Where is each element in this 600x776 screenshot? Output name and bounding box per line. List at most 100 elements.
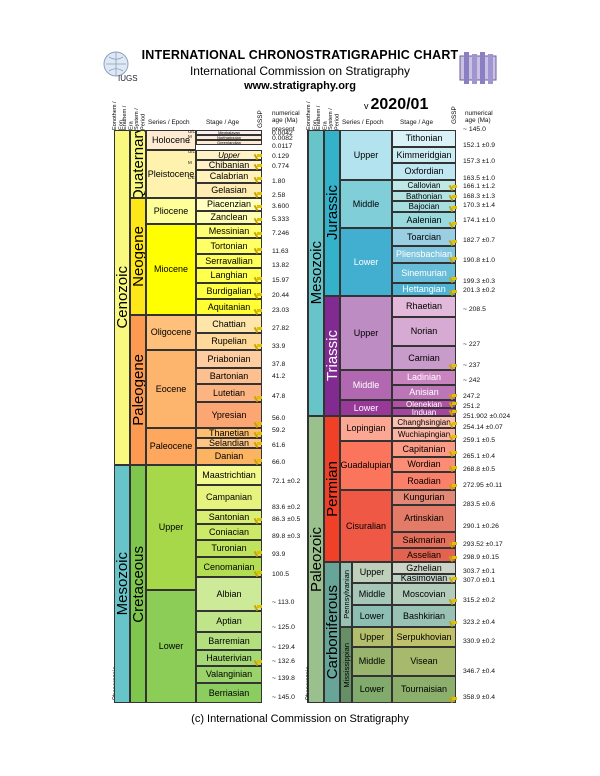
stage-asselian-label: Asselian xyxy=(406,549,442,560)
series-carboniferous-middle: Middle xyxy=(352,647,392,676)
series-upper-left: Upper xyxy=(146,465,196,590)
logo-text: IUGS xyxy=(118,74,138,83)
series-carboniferous-middle: Middle xyxy=(352,583,392,605)
gssp-golden-spike-icon xyxy=(449,621,457,627)
gssp-golden-spike-icon xyxy=(449,484,457,490)
age-value-left: 0.0082 xyxy=(272,135,293,142)
stage-toarcian-label: Toarcian xyxy=(406,231,442,242)
stage-anisian: Anisian xyxy=(392,385,456,400)
col-head-age-right: numerical age (Ma) xyxy=(465,110,493,124)
stage-visean-label: Visean xyxy=(410,656,438,666)
stage-kimmeridgian: Kimmeridgian xyxy=(392,147,456,163)
col-head-stage-right: Stage / Age xyxy=(400,119,434,126)
stage-chibanian: Chibanian xyxy=(196,160,262,170)
stage-rhaetian-label: Rhaetian xyxy=(405,301,443,311)
age-value-right: 182.7 ±0.7 xyxy=(463,237,496,244)
age-value-left: 15.97 xyxy=(272,277,290,284)
gssp-golden-spike-icon xyxy=(449,257,457,263)
gssp-golden-spike-icon xyxy=(254,660,262,666)
stage-roadian-label: Roadian xyxy=(407,475,441,486)
stage-norian: Norian xyxy=(392,317,456,346)
stage-changhsingian: Changhsingian xyxy=(392,416,456,428)
stage-calabrian: Calabrian xyxy=(196,170,262,183)
series-pliocene-left-label: Pliocene xyxy=(153,205,189,216)
stage-langhian-label: Langhian xyxy=(210,270,248,280)
stage-maastrichtian: Maastrichtian xyxy=(196,465,262,485)
stage-lutetian-label: Lutetian xyxy=(212,387,246,398)
age-value-right: 163.5 ±1.0 xyxy=(463,175,496,182)
stage-capitanian-label: Capitanian xyxy=(402,443,446,454)
stage-roadian: Roadian xyxy=(392,472,456,490)
stage-rupelian-label: Rupelian xyxy=(211,336,247,346)
series-middle-right-label: Middle xyxy=(352,198,380,209)
stage-aquitanian: Aquitanian xyxy=(196,299,262,315)
stage-ypresian-label: Ypresian xyxy=(211,409,247,420)
age-value-right: 298.9 ±0.15 xyxy=(463,554,499,561)
stage-kungurian-label: Kungurian xyxy=(403,492,445,502)
series-miocene-left-label: Miocene xyxy=(153,264,189,274)
subseries-marker: L xyxy=(188,139,191,144)
stage-callovian-label: Callovian xyxy=(407,181,441,190)
stage-capitanian: Capitanian xyxy=(392,441,456,457)
website-link[interactable]: www.stratigraphy.org xyxy=(244,80,356,92)
gssp-golden-spike-icon xyxy=(449,451,457,457)
series-carboniferous-upper: Upper xyxy=(352,562,392,583)
stage-tithonian: Tithonian xyxy=(392,130,456,147)
age-value-right: 293.52 ±0.17 xyxy=(463,541,503,548)
series-carboniferous-lower-label: Lower xyxy=(359,610,385,621)
subseries-marker: U/L xyxy=(188,129,196,134)
stage-moscovian: Moscovian xyxy=(392,583,456,605)
age-value-right: ~ 227 xyxy=(463,341,481,348)
age-value-right: 265.1 ±0.4 xyxy=(463,453,496,460)
series-cisuralian-right-label: Cisuralian xyxy=(345,520,387,531)
series-pleistocene-left-label: Pleistocene xyxy=(147,168,195,179)
stage-wordian: Wordian xyxy=(392,457,456,472)
age-value-right: 323.2 ±0.4 xyxy=(463,619,496,626)
subsystem-pennsylvanian-label: Pennsylvanian xyxy=(341,570,351,619)
age-value-right: 152.1 ±0.9 xyxy=(463,142,496,149)
stage-hauterivian: Hauterivian xyxy=(196,650,262,666)
stage-meghalayan-label: Meghalayan xyxy=(218,130,240,135)
iugs-logo xyxy=(100,46,140,86)
age-value-right: 247.2 xyxy=(463,393,481,400)
stage-berriasian: Berriasian xyxy=(196,683,262,703)
age-value-left: 33.9 xyxy=(272,343,286,350)
series-guadalupian-right-label: Guadalupian xyxy=(340,460,392,470)
stage-aptian: Aptian xyxy=(196,611,262,632)
age-value-right: ~ 208.5 xyxy=(463,306,486,313)
age-value-left: ~ 132.6 xyxy=(272,658,295,665)
stage-induan: Induan xyxy=(392,408,456,416)
gssp-golden-spike-icon xyxy=(254,422,262,428)
stage-aalenian: Aalenian xyxy=(392,212,456,228)
stage-messinian: Messinian xyxy=(196,224,262,238)
series-paleocene-left: Paleocene xyxy=(146,428,196,465)
stage-valanginian: Valanginian xyxy=(196,666,262,683)
gssp-golden-spike-icon xyxy=(254,551,262,557)
system-jurassic-label: Jurassic xyxy=(324,185,340,241)
age-value-right: 272.95 ±0.11 xyxy=(463,482,503,489)
stage-carnian: Carnian xyxy=(392,346,456,370)
series-eocene-left-label: Eocene xyxy=(155,383,187,394)
stage-chattian: Chattian xyxy=(196,315,262,333)
chart-title: INTERNATIONAL CHRONOSTRATIGRAPHIC CHART xyxy=(141,48,459,62)
gssp-golden-spike-icon xyxy=(449,422,457,428)
system-triassic-label: Triassic xyxy=(324,330,340,382)
gssp-golden-spike-icon xyxy=(254,218,262,224)
age-value-right: ~ 242 xyxy=(463,377,481,384)
stage-berriasian-label: Berriasian xyxy=(208,687,250,698)
gssp-golden-spike-icon xyxy=(449,410,457,416)
age-value-right: ~ 145.0 xyxy=(463,126,486,133)
system-quaternary-label: Quaternary xyxy=(130,130,146,198)
gssp-golden-spike-icon xyxy=(449,195,457,201)
age-value-right: 170.3 ±1.4 xyxy=(463,202,496,209)
age-value-left: 11.63 xyxy=(272,248,289,255)
subseries-marker: L/E xyxy=(188,175,195,180)
age-value-right: 199.3 ±0.3 xyxy=(463,278,496,285)
age-value-right: 201.3 ±0.2 xyxy=(463,287,496,294)
series-lopingian-right: Lopingian xyxy=(340,416,392,441)
stage-calabrian-label: Calabrian xyxy=(209,171,249,181)
stage-meghalayan: Meghalayan xyxy=(196,130,262,135)
stage-coniacian-label: Coniacian xyxy=(208,526,250,537)
age-value-right: 190.8 ±1.0 xyxy=(463,257,496,264)
stage-cenomanian: Cenomanian xyxy=(196,557,262,577)
